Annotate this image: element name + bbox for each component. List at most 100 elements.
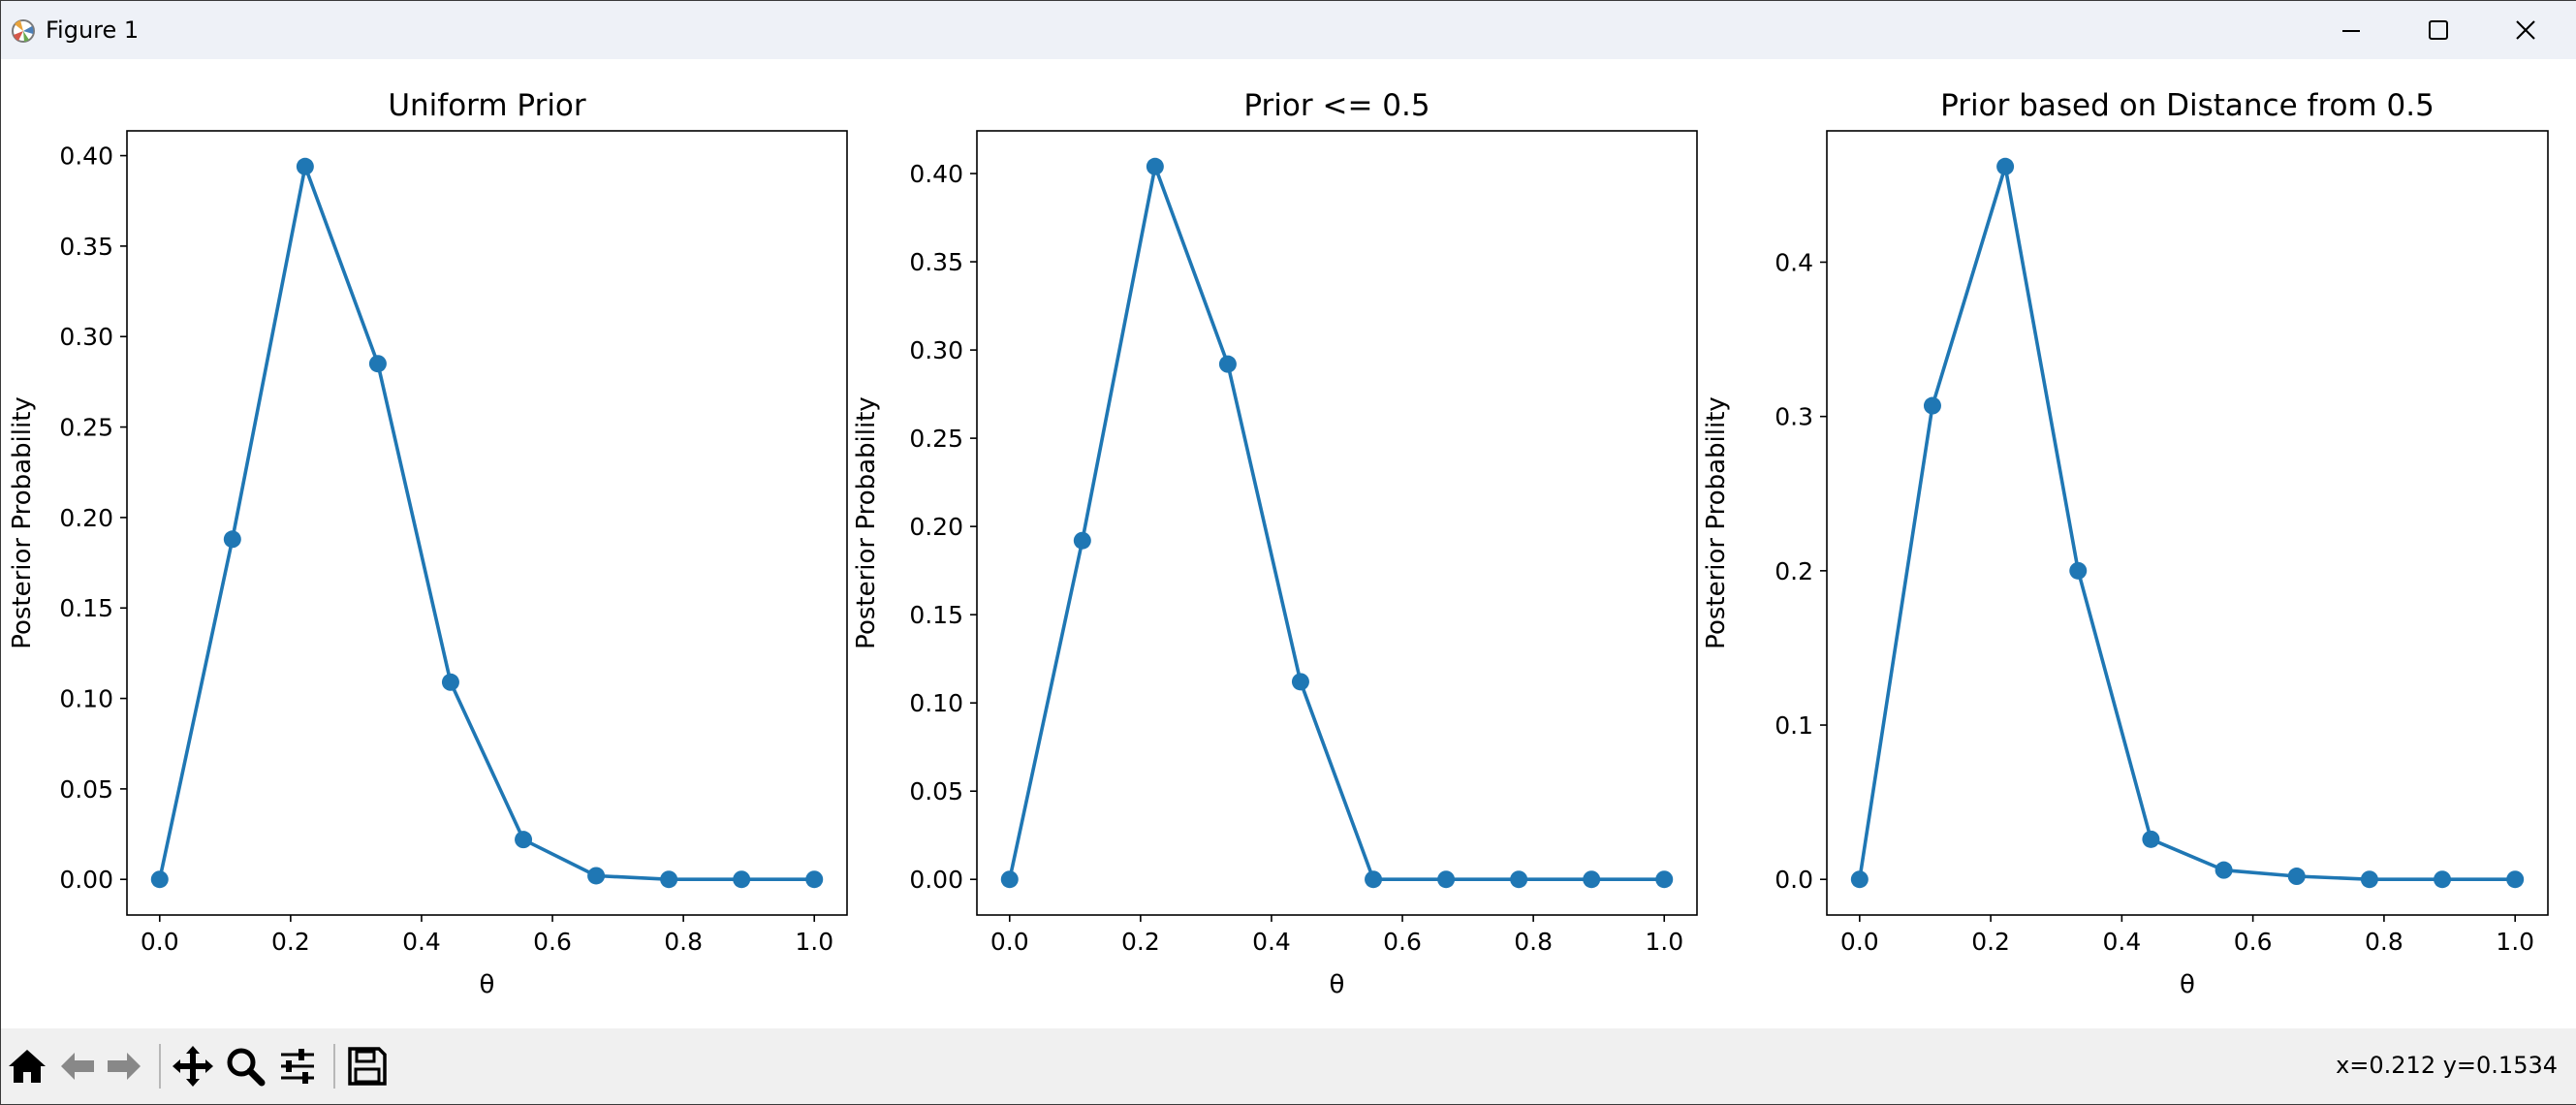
save-icon <box>348 1047 387 1086</box>
subplots-icon <box>281 1049 314 1084</box>
x-tick-label: 0.2 <box>271 928 310 956</box>
home-button[interactable] <box>3 1038 51 1094</box>
x-tick-label: 0.8 <box>2365 928 2403 956</box>
x-tick-label: 1.0 <box>1645 928 1683 956</box>
close-button[interactable] <box>2482 1 2569 59</box>
x-tick-label: 1.0 <box>795 928 833 956</box>
y-tick-label: 0.3 <box>1775 403 1813 431</box>
figure-plot-area[interactable]: Uniform Prior 0.0 0.2 0.4 0.6 0.8 1.0 0.00 0.05 0… <box>1 59 2576 1028</box>
y-tick-label: 0.35 <box>909 248 963 276</box>
data-point <box>441 673 459 691</box>
back-icon <box>61 1053 94 1080</box>
x-tick-label: 0.2 <box>1971 928 2010 956</box>
x-tick-label: 0.6 <box>1383 928 1422 956</box>
maximize-icon <box>2429 20 2448 40</box>
y-tick-label: 0.15 <box>909 601 963 629</box>
forward-icon <box>108 1053 141 1080</box>
x-tick-label: 0.4 <box>2102 928 2141 956</box>
y-axis-label: Posterior Probability <box>8 396 37 649</box>
x-axis-label: θ <box>2180 970 2195 999</box>
y-tick-label: 0.20 <box>909 513 963 541</box>
data-point <box>1218 355 1237 373</box>
y-tick-label: 0.40 <box>909 160 963 188</box>
data-point <box>2069 561 2088 580</box>
x-tick-label: 0.0 <box>1840 928 1879 956</box>
configure-subplots-button[interactable] <box>273 1038 322 1094</box>
toolbar-separator <box>159 1044 161 1089</box>
forward-button[interactable] <box>100 1038 148 1094</box>
data-point <box>1583 870 1601 889</box>
pan-icon <box>173 1046 213 1087</box>
zoom-button[interactable] <box>221 1038 269 1094</box>
y-tick-label: 0.35 <box>59 233 113 261</box>
minimize-button[interactable] <box>2308 1 2395 59</box>
data-point <box>660 870 678 889</box>
data-point <box>1073 531 1091 550</box>
x-tick-label: 0.4 <box>1252 928 1291 956</box>
x-axis-label: θ <box>480 970 495 999</box>
y-tick-label: 0.10 <box>59 685 113 713</box>
data-point <box>805 870 824 889</box>
save-button[interactable] <box>343 1038 392 1094</box>
y-tick-label: 0.00 <box>59 866 113 894</box>
y-tick-label: 0.4 <box>1775 248 1813 276</box>
data-point <box>1146 157 1164 175</box>
y-tick-label: 0.40 <box>59 142 113 171</box>
data-point <box>733 870 751 889</box>
y-tick-label: 0.30 <box>909 336 963 364</box>
y-axis-label: Posterior Probability <box>1702 396 1731 649</box>
data-point <box>2506 870 2525 889</box>
home-icon <box>9 1050 46 1083</box>
window-title: Figure 1 <box>46 16 140 44</box>
data-point <box>1655 870 1674 889</box>
y-tick-label: 0.05 <box>909 777 963 805</box>
y-tick-label: 0.10 <box>909 689 963 717</box>
y-tick-label: 0.05 <box>59 775 113 804</box>
y-tick-label: 0.1 <box>1775 711 1813 740</box>
data-point <box>2287 868 2306 886</box>
data-point <box>1437 870 1456 889</box>
figure-canvas[interactable]: Uniform Prior 0.0 0.2 0.4 0.6 0.8 1.0 0.00 0.05 0… <box>1 59 2576 1028</box>
data-point <box>223 530 241 549</box>
x-tick-label: 0.8 <box>664 928 703 956</box>
back-button[interactable] <box>53 1038 102 1094</box>
title-bar[interactable]: Figure 1 <box>1 1 2576 59</box>
data-point <box>1000 870 1019 889</box>
y-tick-label: 0.25 <box>909 425 963 453</box>
series-line <box>158 165 815 882</box>
cursor-coordinates: x=0.212 y=0.1534 <box>2336 1052 2558 1079</box>
series-line <box>1008 165 1665 882</box>
x-tick-label: 0.0 <box>990 928 1029 956</box>
matplotlib-icon <box>12 19 35 43</box>
axes-frame <box>1826 130 2549 916</box>
y-tick-label: 0.20 <box>59 504 113 532</box>
x-tick-label: 1.0 <box>2496 928 2534 956</box>
data-point <box>1996 157 2015 175</box>
axes-frame <box>976 130 1698 916</box>
y-tick-label: 0.00 <box>909 866 963 894</box>
data-point <box>2142 830 2160 848</box>
y-tick-label: 0.30 <box>59 323 113 351</box>
y-tick-label: 0.0 <box>1775 866 1813 894</box>
x-tick-label: 0.0 <box>141 928 179 956</box>
data-point <box>515 831 533 849</box>
data-point <box>1510 870 1528 889</box>
data-point <box>2434 870 2452 889</box>
zoom-icon <box>227 1048 266 1087</box>
data-point <box>2215 861 2233 879</box>
series-line <box>1858 165 2516 882</box>
data-point <box>1365 870 1383 889</box>
data-point <box>368 355 387 373</box>
data-point <box>1291 673 1309 691</box>
minimize-icon <box>2342 30 2360 32</box>
x-axis-label: θ <box>1330 970 1345 999</box>
axes-frame <box>126 130 848 916</box>
x-tick-label: 0.4 <box>402 928 441 956</box>
data-point <box>296 157 314 175</box>
y-tick-label: 0.15 <box>59 594 113 622</box>
maximize-button[interactable] <box>2395 1 2482 59</box>
navigation-toolbar: x=0.212 y=0.1534 <box>1 1028 2576 1104</box>
data-point <box>1850 870 1869 889</box>
pan-button[interactable] <box>169 1038 217 1094</box>
